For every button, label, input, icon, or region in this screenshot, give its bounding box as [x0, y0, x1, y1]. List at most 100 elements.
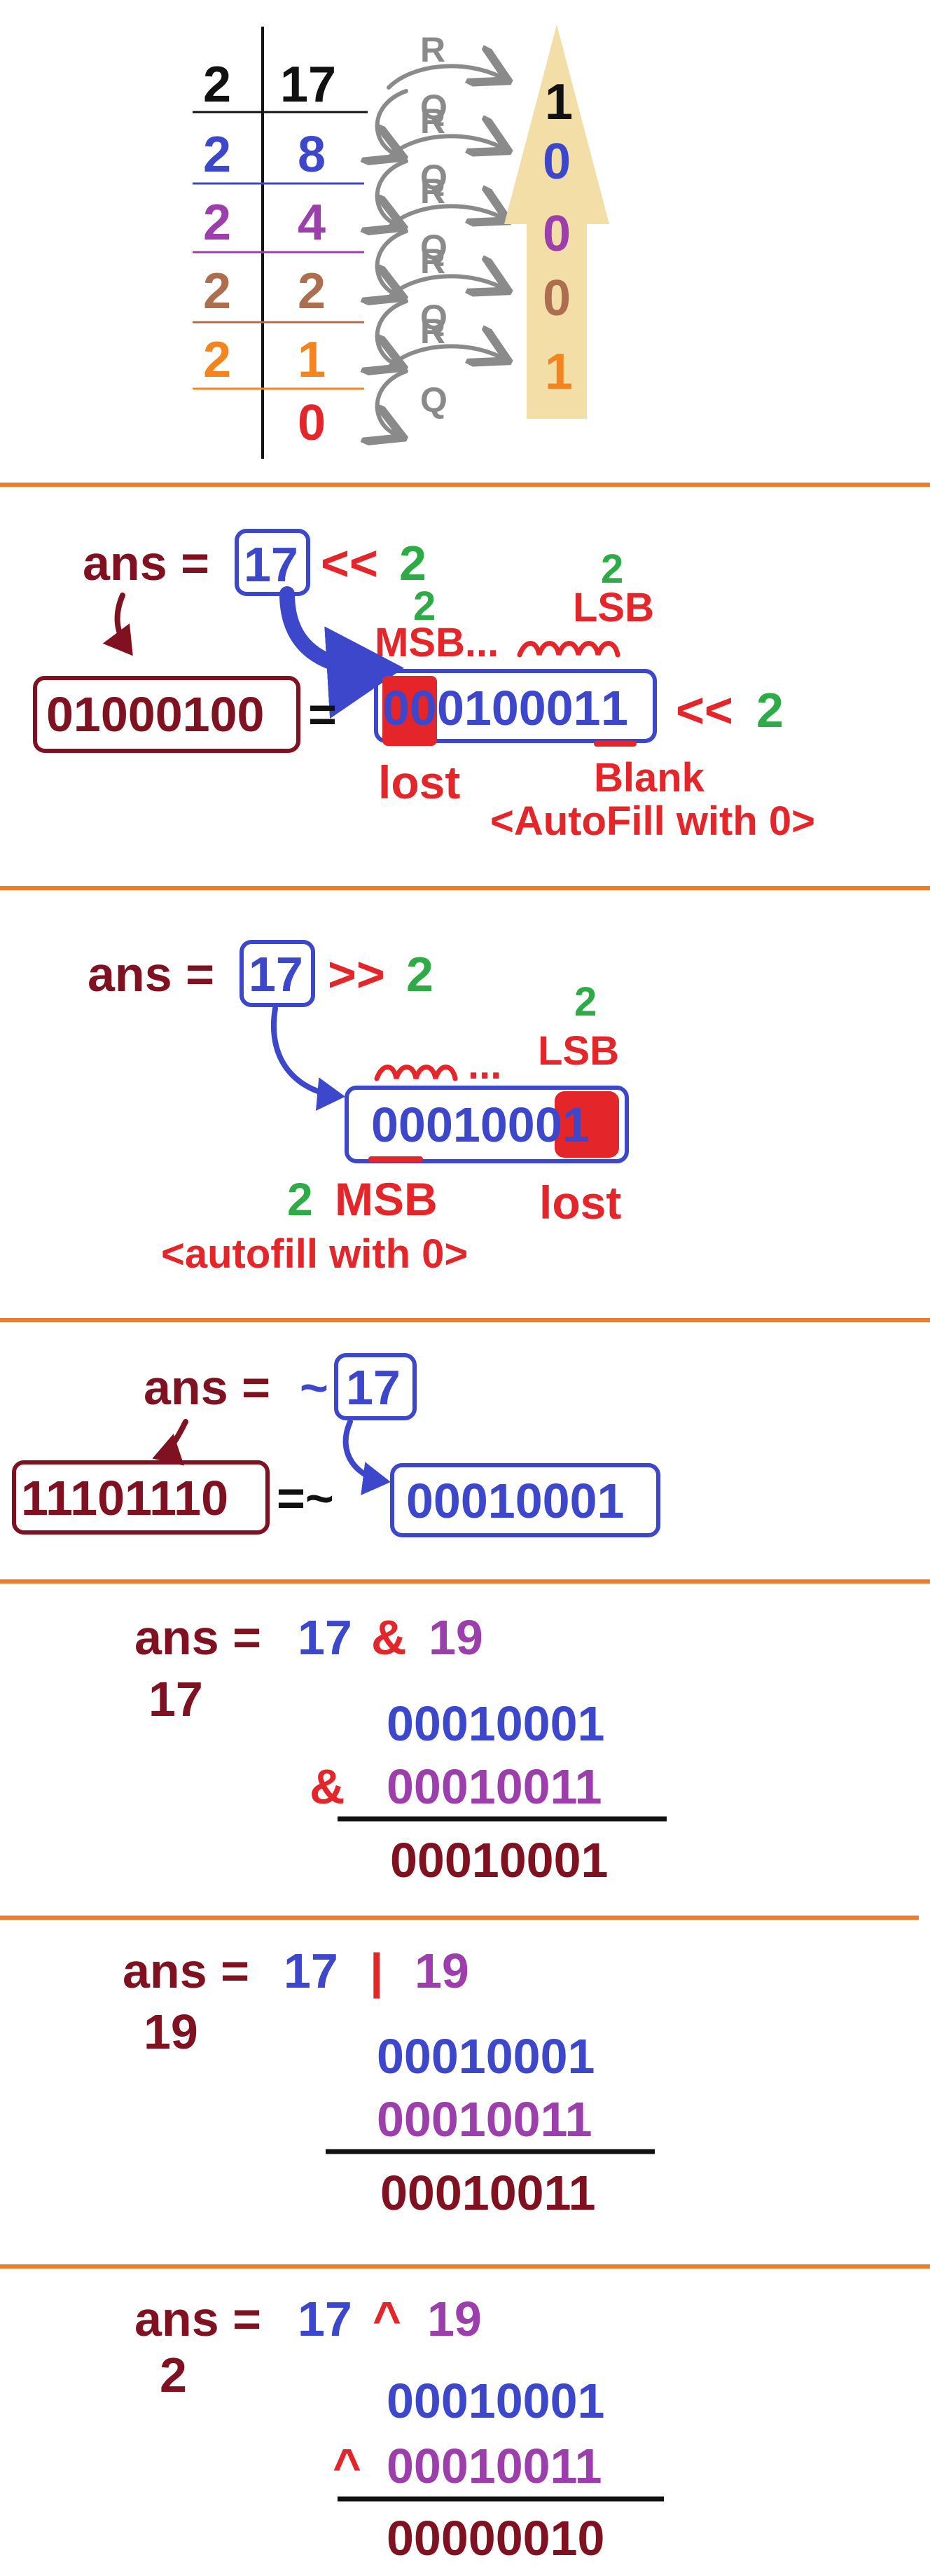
not-maroon-arrow: [152, 1419, 188, 1466]
and-result: 00010001: [390, 1833, 608, 1888]
rs-bits-underlined: 00: [371, 1097, 426, 1152]
xor-op-symbol: ^: [333, 2439, 361, 2493]
and-line-1: 00010001: [387, 1696, 604, 1751]
ls-lsb-count: 2: [601, 546, 623, 592]
q-label-4: Q: [420, 298, 447, 337]
remainder-arrow-3: [387, 206, 501, 230]
rs-shift-loops-icon: [374, 1065, 458, 1081]
dividend-row-6: 0: [298, 395, 326, 451]
rs-msb-label: MSB: [335, 1173, 438, 1225]
quotient-arrow-4: [377, 299, 406, 364]
or-ans-label: ans =: [123, 1944, 249, 1998]
quotient-arrow-1: [377, 89, 406, 154]
ls-blank-label: Blank: [594, 755, 705, 801]
rs-bits-lost: 01: [535, 1097, 590, 1152]
right-shift-section: ans = 17 >> 2 2 LSB ... 00 0100 01 2 MSB…: [88, 940, 629, 1277]
binary-bit-2: 0: [543, 134, 571, 190]
ls-amount-after: 2: [756, 683, 784, 738]
rs-lsb-count: 2: [574, 979, 597, 1025]
ls-operator-after: <<: [676, 683, 733, 738]
ls-autofill-label: <AutoFill with 0>: [490, 798, 815, 844]
rs-operand-box: [240, 940, 315, 1007]
or-left: 17: [284, 1944, 338, 1998]
not-result-box: [12, 1460, 270, 1535]
decimal-to-binary-division: 2 17 2 8 2 4 2 2 2 1 0 R Q R Q R: [193, 25, 609, 459]
rs-operator: >>: [328, 947, 385, 1002]
not-tilde: ~: [300, 1360, 328, 1415]
or-line-1: 00010001: [377, 2029, 595, 2084]
divisor-row-4: 2: [203, 263, 231, 319]
dividend-row-3: 4: [298, 195, 326, 251]
xor-line-1: 00010001: [387, 2374, 604, 2428]
rs-lost-label: lost: [539, 1177, 621, 1228]
r-label-4: R: [420, 242, 445, 281]
remainder-arrow-5: [387, 346, 501, 370]
and-operator: &: [371, 1610, 407, 1665]
rs-dots: ...: [468, 1042, 501, 1088]
rs-autofill-label: <autofill with 0>: [161, 1231, 468, 1277]
xor-left: 17: [298, 2292, 352, 2346]
xor-section: ans = 17 ^ 19 2 00010001 ^ 00010011 0000…: [134, 2292, 664, 2565]
ls-lost-label: lost: [378, 756, 460, 808]
not-operand: 17: [346, 1360, 401, 1415]
ls-msb-label: MSB...: [375, 620, 499, 665]
remainder-arrow-4: [387, 276, 501, 300]
ls-ans-label: ans =: [83, 536, 209, 590]
binary-bit-5: 1: [545, 344, 573, 400]
left-shift-section: ans = 17 << 2 2 MSB... 2 LSB 01000100 = …: [33, 529, 815, 844]
ls-result: 01000100: [46, 687, 264, 742]
not-blue-arrow: [342, 1419, 391, 1495]
q-label-3: Q: [420, 228, 447, 267]
and-line-2: 00010011: [387, 1759, 602, 1814]
q-label-5: Q: [420, 380, 447, 420]
divisor-row-1: 2: [203, 57, 231, 113]
xor-operator: ^: [373, 2292, 401, 2346]
not-operand-bits-box: [390, 1463, 660, 1537]
rs-ans-label: ans =: [88, 947, 214, 1002]
rs-lost-highlight: [555, 1091, 619, 1158]
up-arrow-icon: [504, 25, 609, 419]
and-section: ans = 17 & 19 17 00010001 & 00010011 000…: [134, 1610, 667, 1888]
rs-operand: 17: [249, 947, 303, 1002]
not-equals: =~: [277, 1471, 334, 1525]
xor-ans-label: ans =: [134, 2292, 261, 2346]
dividend-row-1: 17: [280, 57, 336, 113]
remainder-arrow-1: [387, 66, 501, 90]
r-label-5: R: [420, 312, 445, 351]
not-section: ans = ~ 17 11101110 =~ 00010001: [12, 1353, 660, 1537]
xor-right: 19: [427, 2292, 482, 2346]
quotient-arrow-2: [377, 159, 406, 224]
remainder-arrow-2: [387, 136, 501, 160]
q-label-1: Q: [420, 88, 447, 127]
ls-blue-arrow: [279, 586, 404, 719]
binary-bit-3: 0: [543, 206, 571, 262]
divisor-row-3: 2: [203, 195, 231, 251]
ls-bits-box: [374, 669, 657, 743]
ls-lost-highlight: [382, 676, 437, 746]
ls-msb-count: 2: [413, 583, 436, 629]
not-ans-label: ans =: [144, 1360, 270, 1415]
ls-amount: 2: [399, 536, 426, 590]
not-result: 11101110: [21, 1471, 228, 1525]
binary-bit-1: 1: [545, 74, 573, 130]
or-section: ans = 17 | 19 19 00010001 00010011 00010…: [123, 1944, 655, 2220]
xor-result: 00000010: [387, 2511, 604, 2565]
ls-bits-marked: 1: [601, 681, 628, 735]
dividend-row-2: 8: [298, 127, 326, 183]
or-line-2: 00010011: [377, 2092, 592, 2147]
rq-letters: R Q R Q R Q R Q R Q: [420, 30, 447, 420]
not-operand-box: [334, 1353, 417, 1420]
and-right: 19: [429, 1610, 483, 1665]
xor-result-decimal: 2: [160, 2348, 187, 2402]
rs-bits-middle: 0100: [426, 1097, 535, 1152]
ls-bits-rest: 010001: [437, 681, 601, 735]
or-result-decimal: 19: [144, 2004, 198, 2059]
ls-result-box: [33, 676, 300, 753]
xor-line-2: 00010011: [387, 2439, 602, 2493]
rs-blue-arrow: [271, 1006, 345, 1111]
quotient-arrow-3: [377, 229, 406, 294]
rs-msb-count: 2: [287, 1173, 313, 1225]
rs-bits-box: [345, 1086, 629, 1163]
ls-lsb-label: LSB: [573, 585, 654, 630]
q-label-2: Q: [420, 158, 447, 197]
